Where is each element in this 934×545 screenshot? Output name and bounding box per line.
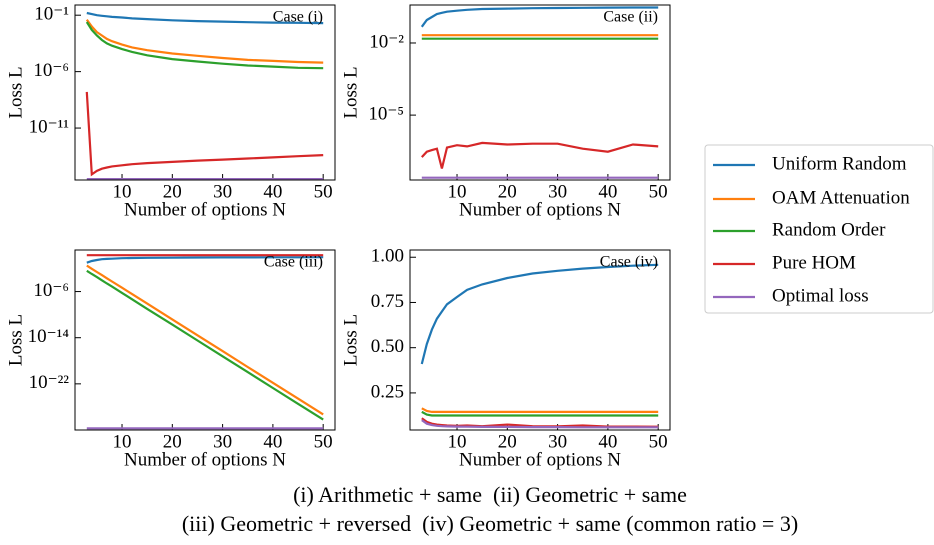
x-axis-label: Number of options N xyxy=(459,199,621,220)
x-axis-label: Number of options N xyxy=(459,449,621,470)
x-tick-label: 30 xyxy=(548,181,567,202)
y-tick-label: 10⁻¹⁴ xyxy=(28,326,70,347)
x-tick-label: 10 xyxy=(113,181,132,202)
x-tick-label: 10 xyxy=(113,431,132,452)
y-tick-label: 1.00 xyxy=(371,246,404,267)
x-tick-label: 20 xyxy=(163,431,182,452)
legend-label: Pure HOM xyxy=(772,252,856,273)
caption: (i) Arithmetic + same (ii) Geometric + s… xyxy=(293,482,687,507)
x-tick-label: 50 xyxy=(649,431,668,452)
x-tick-label: 40 xyxy=(598,181,617,202)
series-line xyxy=(86,269,324,421)
series-line xyxy=(421,410,659,417)
series-line xyxy=(420,263,659,365)
axes-frame xyxy=(74,4,336,181)
y-tick-label: 10⁻¹¹ xyxy=(29,116,70,137)
legend-box xyxy=(704,144,934,314)
y-tick-label: 10⁻⁵ xyxy=(368,103,404,124)
axes-frame xyxy=(409,4,671,181)
case-annotation: Case (iii) xyxy=(264,254,323,271)
y-tick-label: 10⁻⁶ xyxy=(33,60,69,81)
series-line xyxy=(421,417,659,428)
x-tick-label: 10 xyxy=(448,181,467,202)
x-tick-label: 40 xyxy=(598,431,617,452)
x-tick-label: 30 xyxy=(213,431,232,452)
y-tick-label: 10⁻¹ xyxy=(34,4,69,25)
series-line xyxy=(85,19,324,64)
x-tick-label: 20 xyxy=(163,181,182,202)
y-axis-label: Loss L xyxy=(5,66,26,118)
series-line xyxy=(86,264,324,416)
x-tick-label: 10 xyxy=(448,431,467,452)
x-tick-label: 20 xyxy=(498,431,517,452)
legend-label: Optimal loss xyxy=(772,285,869,306)
x-tick-label: 50 xyxy=(314,181,333,202)
x-axis-label: Number of options N xyxy=(124,449,286,470)
caption: (iii) Geometric + reversed (iv) Geometri… xyxy=(182,511,798,536)
legend-label: Uniform Random xyxy=(772,153,907,174)
y-tick-label: 10⁻⁶ xyxy=(33,280,69,301)
x-tick-label: 50 xyxy=(314,431,333,452)
x-tick-label: 20 xyxy=(498,181,517,202)
case-annotation: Case (i) xyxy=(273,9,323,26)
series-line xyxy=(85,91,324,177)
series-line xyxy=(86,256,324,264)
series-line xyxy=(85,21,324,70)
y-axis-label: Loss L xyxy=(5,314,26,366)
y-tick-label: 0.25 xyxy=(371,381,404,402)
series-line xyxy=(420,141,659,169)
y-tick-label: 0.75 xyxy=(371,291,404,312)
case-annotation: Case (iv) xyxy=(600,254,658,271)
y-tick-label: 10⁻²² xyxy=(29,372,70,393)
case-annotation: Case (ii) xyxy=(603,9,658,26)
x-tick-label: 40 xyxy=(263,431,282,452)
series-line xyxy=(421,419,659,429)
axes-frame xyxy=(409,249,671,431)
legend-label: Random Order xyxy=(772,219,886,240)
series-line xyxy=(86,11,324,25)
legend-label: OAM Attenuation xyxy=(772,187,910,208)
x-axis-label: Number of options N xyxy=(124,199,286,220)
x-tick-label: 30 xyxy=(548,431,567,452)
x-tick-label: 30 xyxy=(213,181,232,202)
series-line xyxy=(420,6,659,28)
axes-frame xyxy=(74,249,336,431)
x-tick-label: 50 xyxy=(649,181,668,202)
y-axis-label: Loss L xyxy=(340,66,361,118)
series-line xyxy=(421,407,659,413)
y-tick-label: 10⁻² xyxy=(369,31,404,52)
y-axis-label: Loss L xyxy=(340,314,361,366)
y-tick-label: 0.50 xyxy=(371,336,404,357)
x-tick-label: 40 xyxy=(263,181,282,202)
